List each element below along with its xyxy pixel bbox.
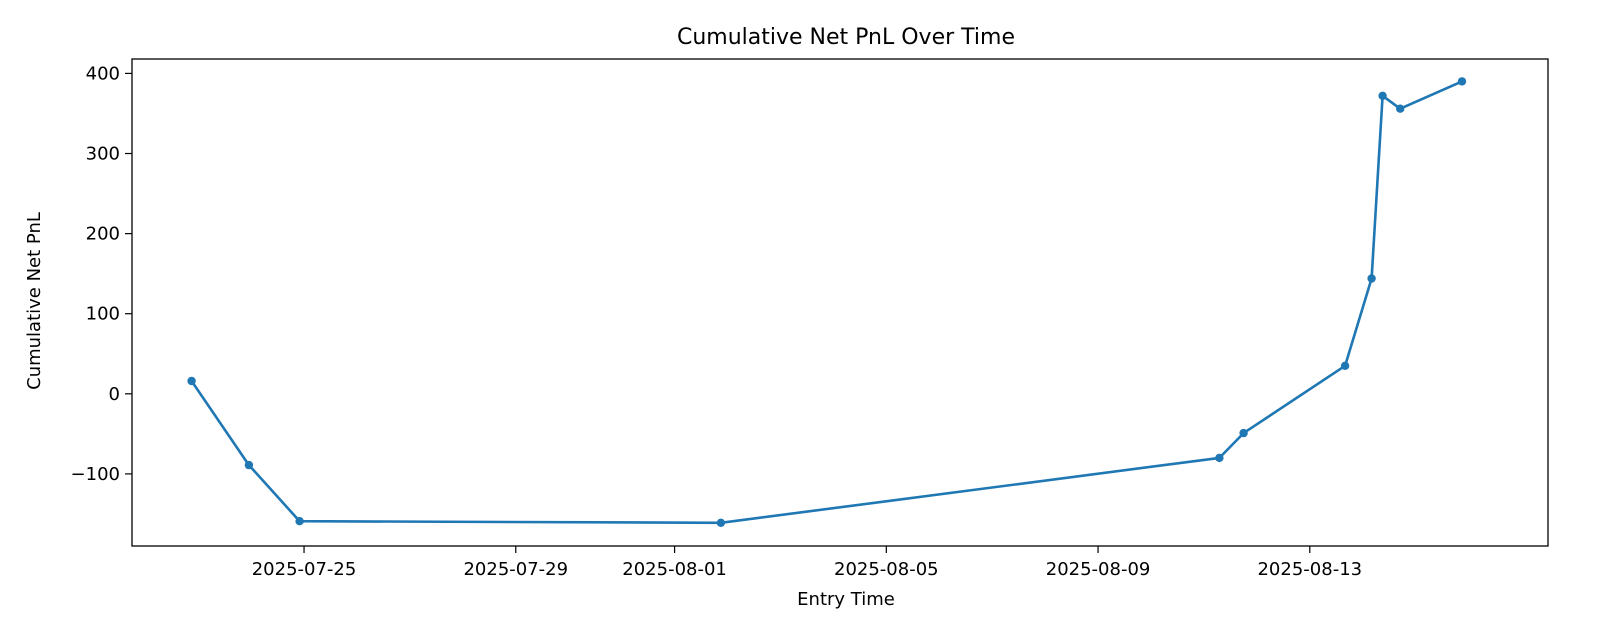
x-axis-label: Entry Time xyxy=(797,589,895,610)
plot-area: −100 0 100 200 300 400 2025-07-25 2025-07-29 202… xyxy=(71,58,1549,580)
y-axis-label: Cumulative Net PnL xyxy=(24,212,45,390)
data-point xyxy=(1340,361,1350,370)
data-point xyxy=(1215,453,1224,463)
y-tick-label: 200 xyxy=(86,224,120,245)
x-tick-label: 2025-07-29 xyxy=(463,559,568,580)
data-point xyxy=(244,460,254,470)
y-tick-label: 300 xyxy=(86,144,120,165)
data-point xyxy=(187,376,196,386)
data-point xyxy=(1239,428,1248,438)
y-tick-label: −100 xyxy=(71,464,120,485)
data-point xyxy=(716,518,726,527)
data-point xyxy=(295,517,304,526)
y-tick-label: 400 xyxy=(86,63,120,84)
x-tick-label: 2025-07-25 xyxy=(252,559,357,580)
data-point xyxy=(1378,91,1387,101)
y-tick-label: 0 xyxy=(109,384,120,405)
data-point xyxy=(1367,274,1376,283)
x-tick-label: 2025-08-09 xyxy=(1046,559,1151,580)
x-tick-label: 2025-08-01 xyxy=(622,559,727,580)
data-point xyxy=(1396,104,1405,113)
plot-frame xyxy=(131,58,1549,547)
x-tick-label: 2025-08-13 xyxy=(1257,559,1362,580)
y-tick-label: 100 xyxy=(86,304,120,325)
data-point xyxy=(1457,77,1467,86)
x-tick-label: 2025-08-05 xyxy=(834,559,939,580)
chart-title: Cumulative Net PnL Over Time xyxy=(677,25,1015,50)
